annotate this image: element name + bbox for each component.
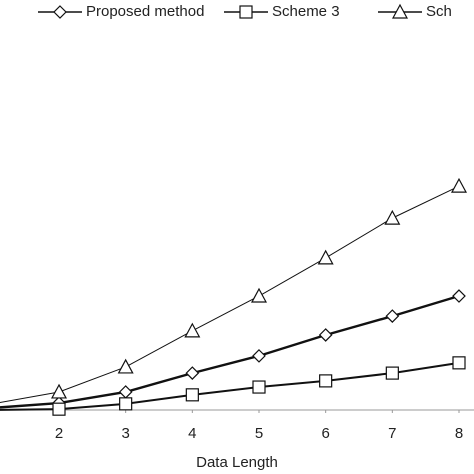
legend-label: Scheme 3 xyxy=(272,3,340,20)
x-tick-label: 4 xyxy=(188,425,196,442)
plot-area xyxy=(0,177,468,416)
legend-marker xyxy=(53,5,67,19)
data-point xyxy=(184,322,201,338)
data-point xyxy=(252,349,266,363)
data-point xyxy=(452,289,466,303)
x-tick-label: 5 xyxy=(255,425,263,442)
data-point xyxy=(50,383,68,399)
data-point xyxy=(118,385,133,399)
x-tick-label: 2 xyxy=(55,425,63,442)
data-point xyxy=(119,397,133,411)
data-point xyxy=(384,209,401,225)
series-line xyxy=(0,361,460,411)
x-tick-label: 7 xyxy=(388,425,396,442)
legend-marker xyxy=(239,5,253,19)
data-point xyxy=(317,249,334,265)
data-point xyxy=(252,380,266,394)
data-point xyxy=(452,356,466,370)
data-point xyxy=(250,287,268,303)
data-point xyxy=(185,388,199,402)
legend-marker xyxy=(391,3,409,19)
data-point xyxy=(117,358,134,374)
x-tick-label: 6 xyxy=(321,425,329,442)
series-line xyxy=(0,185,460,403)
series-line xyxy=(0,294,460,409)
x-tick-label: 3 xyxy=(121,425,129,442)
data-point xyxy=(52,402,66,416)
data-point xyxy=(450,177,468,193)
x-tick-label: 8 xyxy=(455,425,463,442)
x-axis-label: Data Length xyxy=(196,454,278,471)
data-point xyxy=(319,374,333,388)
data-point xyxy=(318,328,333,342)
data-point xyxy=(185,366,200,380)
legend-label: Sch xyxy=(426,3,452,20)
data-point xyxy=(385,366,399,380)
legend-label: Proposed method xyxy=(86,3,204,20)
data-point xyxy=(385,309,400,323)
